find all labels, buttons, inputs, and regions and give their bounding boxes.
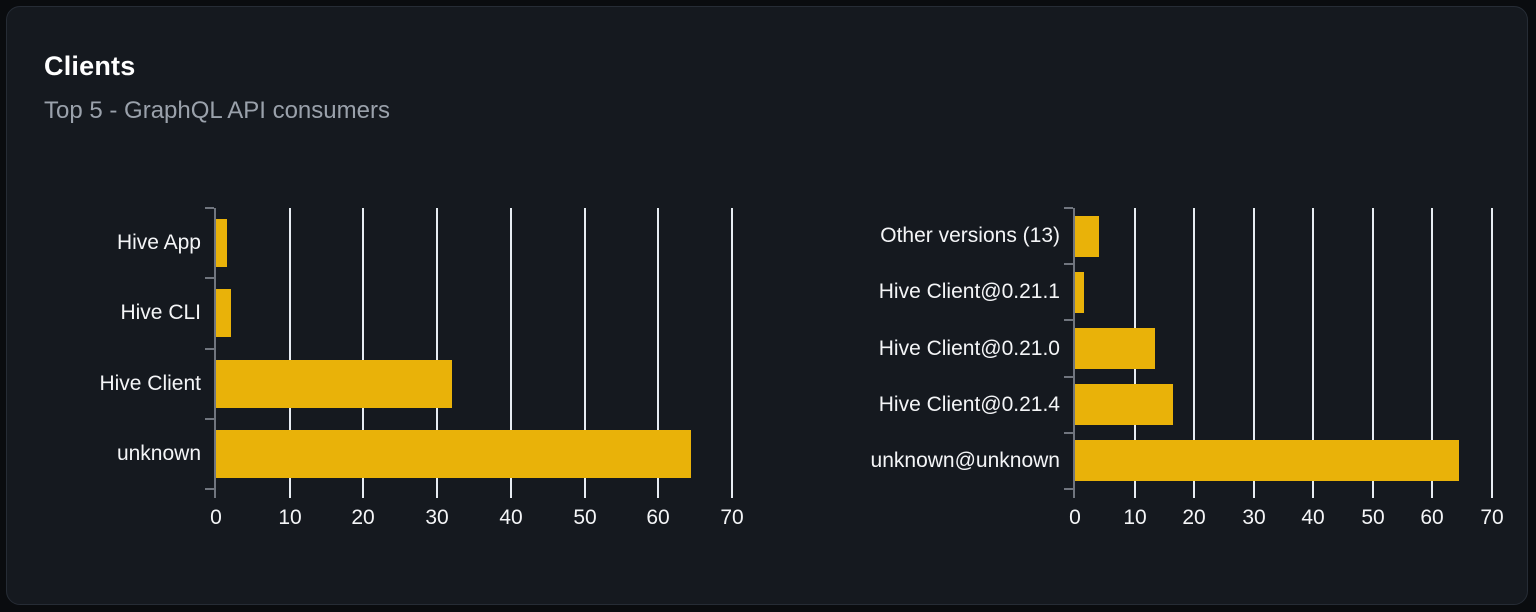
bar-unknown[interactable] [216, 430, 691, 478]
x-tick-label: 60 [1420, 506, 1444, 529]
y-axis-tick [1064, 488, 1073, 490]
x-tick-label: 30 [425, 506, 449, 529]
y-axis-tick [205, 348, 214, 350]
x-tick-label: 10 [278, 506, 302, 529]
category-label: Other versions (13) [880, 224, 1060, 247]
grid-line [510, 208, 512, 498]
grid-line [731, 208, 733, 498]
y-axis-tick [1064, 207, 1073, 209]
x-tick-label: 10 [1123, 506, 1147, 529]
category-label: Hive Client@0.21.0 [878, 337, 1060, 360]
bar-hive-cli[interactable] [216, 289, 231, 337]
y-axis-tick [205, 277, 214, 279]
category-label: unknown@unknown [870, 449, 1060, 472]
category-label: Hive Client@0.21.4 [878, 393, 1060, 416]
grid-line [1431, 208, 1433, 498]
grid-line [289, 208, 291, 498]
y-axis-tick [205, 418, 214, 420]
grid-line [362, 208, 364, 498]
grid-line [1312, 208, 1314, 498]
clients-by-name-chart: Hive App Hive CLI Hive Client unknown 0 10 20 3… [99, 207, 744, 529]
card-subtitle: Top 5 - GraphQL API consumers [44, 97, 390, 124]
category-label: Hive Client [99, 372, 201, 395]
x-tick-label: 40 [499, 506, 523, 529]
x-tick-label: 50 [1361, 506, 1385, 529]
y-axis-tick [1064, 263, 1073, 265]
clients-card: Clients Top 5 - GraphQL API consumers Hi… [6, 6, 1528, 605]
card-title: Clients [44, 51, 136, 81]
y-axis-tick [1064, 432, 1073, 434]
x-tick-label: 50 [573, 506, 597, 529]
x-tick-label: 60 [646, 506, 670, 529]
x-tick-label: 40 [1301, 506, 1325, 529]
y-axis-tick [1064, 319, 1073, 321]
grid-line [436, 208, 438, 498]
bar-other-versions-13-[interactable] [1075, 216, 1099, 257]
grid-line [584, 208, 586, 498]
bar-hive-app[interactable] [216, 219, 227, 267]
grid-line [657, 208, 659, 498]
category-label: Hive CLI [120, 301, 201, 324]
bar-hive-client[interactable] [216, 360, 452, 408]
y-axis-line [1073, 208, 1075, 498]
x-tick-label: 70 [720, 506, 744, 529]
x-tick-label: 20 [351, 506, 375, 529]
y-axis-line [214, 208, 216, 498]
bar-hive-client-0.21.0[interactable] [1075, 328, 1155, 369]
grid-line [1193, 208, 1195, 498]
grid-line [1253, 208, 1255, 498]
x-tick-label: 0 [210, 506, 222, 529]
bar-hive-client-0.21.1[interactable] [1075, 272, 1084, 313]
y-axis-tick [205, 488, 214, 490]
bar-hive-client-0.21.4[interactable] [1075, 384, 1173, 425]
bar-unknown-unknown[interactable] [1075, 440, 1459, 481]
y-axis-tick [205, 207, 214, 209]
category-label: Hive Client@0.21.1 [878, 280, 1060, 303]
clients-by-version-chart: Other versions (13) Hive Client@0.21.1 Hiv… [871, 207, 1504, 529]
y-axis-tick [1064, 376, 1073, 378]
grid-line [1372, 208, 1374, 498]
x-tick-label: 30 [1242, 506, 1266, 529]
category-label: Hive App [116, 231, 201, 254]
x-tick-label: 70 [1480, 506, 1504, 529]
x-tick-label: 0 [1069, 506, 1081, 529]
category-label: unknown [116, 442, 201, 465]
grid-line [1491, 208, 1493, 498]
x-tick-label: 20 [1182, 506, 1206, 529]
